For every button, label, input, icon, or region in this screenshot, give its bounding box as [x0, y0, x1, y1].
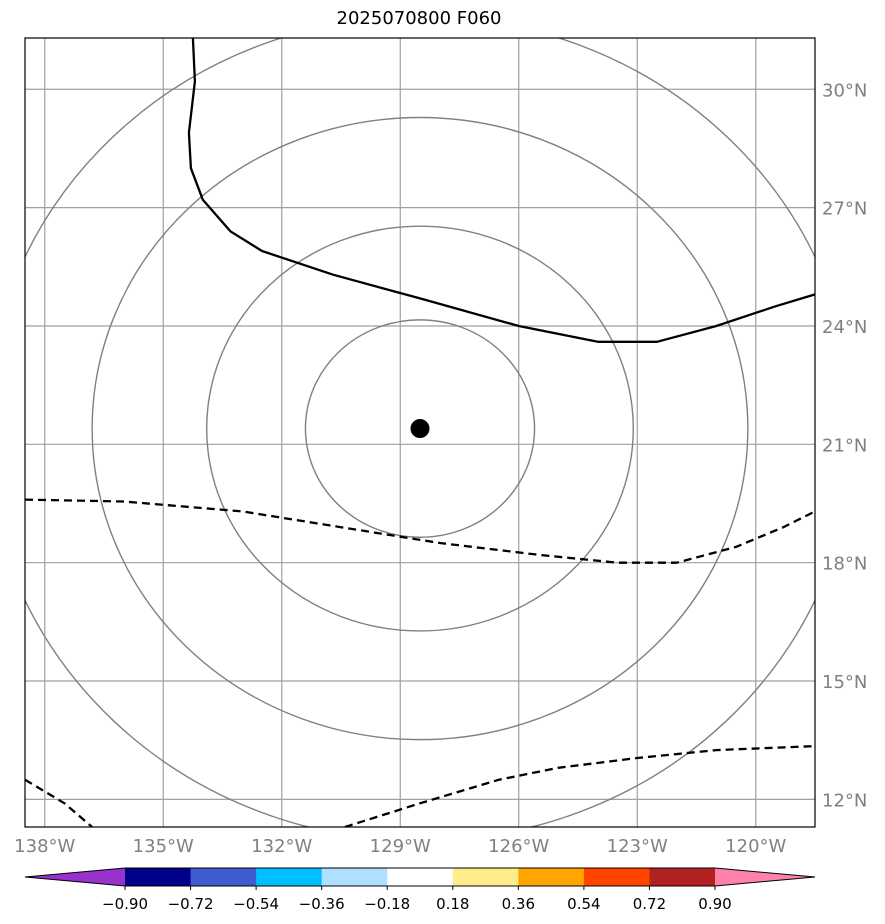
colorbar-swatch-8 — [583, 868, 650, 886]
colorbar-swatch-1 — [125, 868, 192, 886]
colorbar-tick-label: −0.90 — [102, 895, 148, 913]
colorbar-tick-label: 0.72 — [633, 895, 666, 913]
lon-tick-label: 138°W — [14, 836, 75, 857]
latitude-tick-labels: 30°N 27°N 24°N 21°N 18°N 15°N 12°N — [822, 80, 867, 811]
map-frame — [24, 37, 816, 828]
colorbar-swatch-4 — [321, 868, 388, 886]
lon-tick-label: 129°W — [370, 836, 431, 857]
colorbar-tick-label: 0.18 — [436, 895, 469, 913]
lat-tick-label: 12°N — [822, 790, 867, 811]
lon-tick-label: 123°W — [607, 836, 668, 857]
lat-tick-label: 15°N — [822, 672, 867, 693]
contour-line-2 — [25, 778, 93, 827]
colorbar-swatch-7 — [518, 868, 585, 886]
colorbar-tick-label: 0.54 — [567, 895, 600, 913]
contour-line-3 — [344, 744, 815, 827]
map-title: 2025070800 F060 — [336, 8, 502, 29]
graticule — [25, 38, 815, 827]
contour-line-1 — [25, 498, 815, 564]
colorbar-extend-low — [25, 868, 125, 886]
contour-lines — [25, 38, 815, 827]
range-ring-0 — [304, 319, 536, 538]
lon-tick-label: 135°W — [133, 836, 194, 857]
colorbar-swatch-9 — [649, 868, 716, 886]
lat-tick-label: 21°N — [822, 435, 867, 456]
range-ring-2 — [91, 116, 749, 741]
colorbar-swatch-3 — [256, 868, 323, 886]
range-ring-1 — [205, 225, 635, 632]
colorbar-tick-label: −0.36 — [299, 895, 345, 913]
storm-center-marker — [410, 419, 430, 439]
colorbar-extend-high — [715, 868, 815, 886]
colorbar-swatch-2 — [190, 868, 257, 886]
colorbar-tick-label: −0.72 — [168, 895, 214, 913]
contour-line-0 — [187, 38, 815, 343]
colorbar-tick-label: −0.54 — [233, 895, 279, 913]
colorbar: −0.90 −0.72 −0.54 −0.36 −0.18 0.18 0.36 0.54 0.7… — [24, 867, 816, 913]
colorbar-tick-label: 0.36 — [502, 895, 535, 913]
longitude-tick-labels: 138°W 135°W 132°W 129°W 126°W 123°W 120°W — [14, 836, 786, 857]
lat-tick-label: 24°N — [822, 317, 867, 338]
colorbar-tick-label: 0.90 — [698, 895, 731, 913]
colorbar-swatch-5 — [387, 868, 454, 886]
lon-tick-label: 132°W — [251, 836, 312, 857]
lat-tick-label: 30°N — [822, 80, 867, 101]
storm-center-dot — [410, 419, 430, 439]
lat-tick-label: 27°N — [822, 199, 867, 220]
colorbar-tick-label: −0.18 — [364, 895, 410, 913]
lon-tick-label: 126°W — [488, 836, 549, 857]
lon-tick-label: 120°W — [725, 836, 786, 857]
range-rings — [25, 38, 815, 827]
colorbar-swatch-6 — [452, 868, 519, 886]
lat-tick-label: 18°N — [822, 554, 867, 575]
